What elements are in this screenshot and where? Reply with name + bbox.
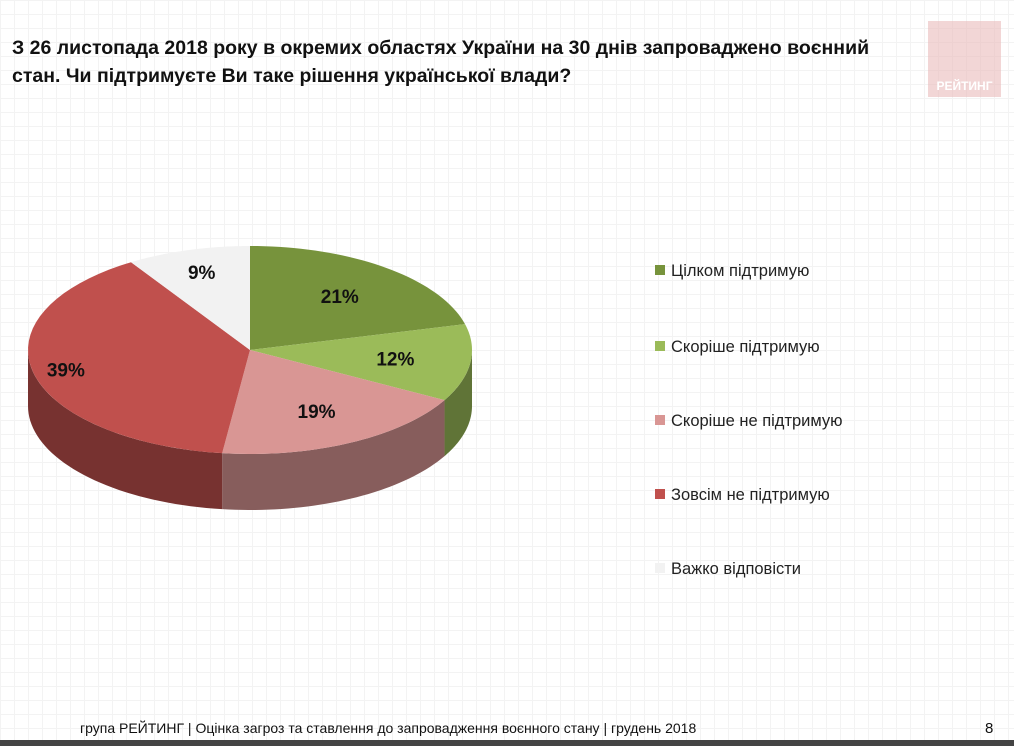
data-label: 9% — [188, 263, 216, 284]
legend-swatch — [655, 563, 665, 573]
rating-logo: РЕЙТИНГ — [928, 21, 1001, 97]
pie-slice-2 — [222, 350, 445, 454]
data-label: 39% — [47, 360, 85, 381]
legend-label: Скоріше підтримую — [671, 338, 820, 356]
pie-slice-1 — [250, 324, 472, 401]
legend-item: Скоріше не підтримую — [655, 412, 843, 431]
legend-label: Скоріше не підтримую — [671, 412, 843, 430]
bottom-bar — [0, 740, 1014, 746]
footer: група РЕЙТИНГ | Оцінка загроз та ставлен… — [80, 720, 697, 736]
pie-side-3 — [28, 350, 223, 510]
data-label: 12% — [376, 350, 414, 371]
page-number: 8 — [985, 720, 994, 737]
pie-side-1 — [444, 350, 472, 457]
legend-swatch — [655, 341, 665, 351]
data-label: 21% — [321, 287, 359, 308]
pie-slice-0 — [250, 246, 466, 350]
legend-swatch — [655, 489, 665, 499]
legend-swatch — [655, 415, 665, 425]
data-label: 19% — [298, 402, 336, 423]
pie-slice-3 — [28, 262, 250, 454]
pie-slice-4 — [131, 246, 250, 350]
legend-swatch — [655, 265, 665, 275]
legend-label: Зовсім не підтримую — [671, 486, 830, 504]
legend-item: Цілком підтримую — [655, 262, 809, 281]
pie-side-2 — [222, 400, 445, 510]
legend-label: Важко відповісти — [671, 560, 802, 578]
slide-title: З 26 листопада 2018 року в окремих облас… — [12, 37, 870, 87]
legend-item: Скоріше підтримую — [655, 338, 820, 357]
legend-item: Важко відповісти — [655, 560, 801, 579]
logo-text: РЕЙТИНГ — [936, 79, 993, 93]
legend-label: Цілком підтримую — [671, 262, 810, 280]
legend-item: Зовсім не підтримую — [655, 486, 830, 505]
